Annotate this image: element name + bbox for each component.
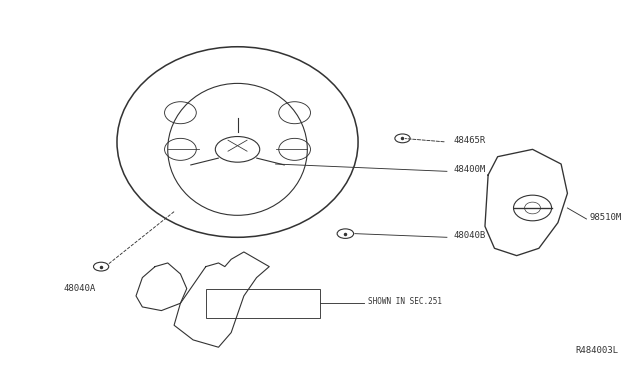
Bar — [206, 289, 320, 318]
Text: 48465R: 48465R — [453, 136, 486, 145]
Text: 48040A: 48040A — [63, 284, 95, 293]
Text: 48400M: 48400M — [453, 165, 486, 174]
Text: 98510M: 98510M — [589, 213, 622, 222]
Text: R484003L: R484003L — [575, 346, 618, 355]
Text: SHOWN IN SEC.251: SHOWN IN SEC.251 — [367, 297, 442, 306]
Text: 48040B: 48040B — [453, 231, 486, 240]
